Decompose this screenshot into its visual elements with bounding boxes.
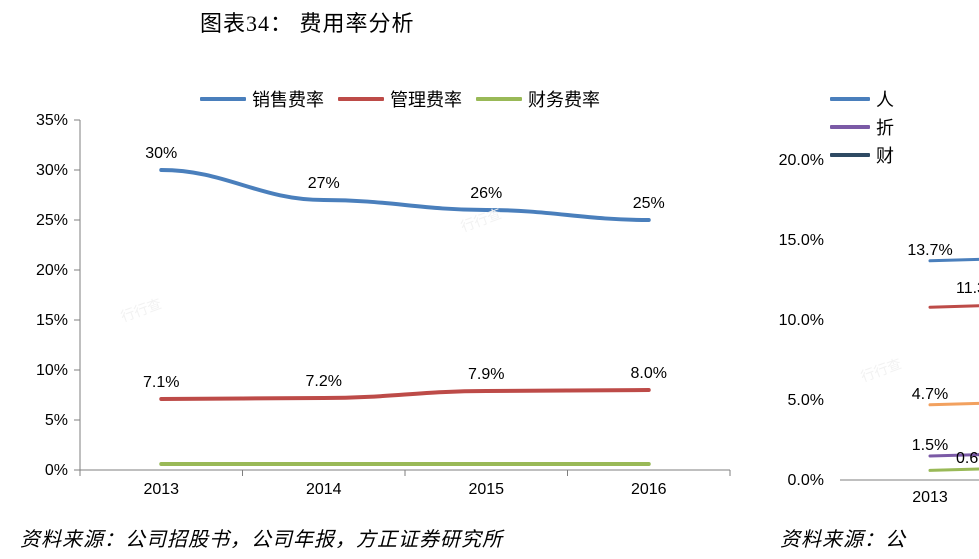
chart-title: 图表34： 费用率分析: [200, 6, 415, 38]
svg-text:5%: 5%: [45, 412, 68, 429]
legend-swatch-fin: [476, 97, 522, 101]
svg-text:2013: 2013: [143, 481, 179, 498]
svg-text:1.5%: 1.5%: [912, 437, 948, 454]
legend2-swatch-1: [830, 125, 870, 129]
svg-text:13.7%: 13.7%: [907, 242, 952, 259]
svg-text:25%: 25%: [633, 195, 665, 212]
legend2-item-0: 人: [830, 86, 894, 112]
svg-text:15%: 15%: [36, 312, 68, 329]
svg-text:20.0%: 20.0%: [779, 152, 824, 169]
legend-item-fin: 财务费率: [476, 86, 600, 112]
legend2-label-0: 人: [876, 86, 894, 112]
svg-text:10.0%: 10.0%: [779, 312, 824, 329]
svg-text:2014: 2014: [306, 481, 342, 498]
svg-text:10%: 10%: [36, 362, 68, 379]
legend-label-fin: 财务费率: [528, 86, 600, 112]
svg-text:35%: 35%: [36, 112, 68, 129]
svg-text:0%: 0%: [45, 462, 68, 479]
svg-text:30%: 30%: [145, 145, 177, 162]
svg-text:27%: 27%: [308, 175, 340, 192]
svg-text:20%: 20%: [36, 262, 68, 279]
svg-text:30%: 30%: [36, 162, 68, 179]
chart1-legend: 销售费率 管理费率 财务费率: [200, 86, 600, 112]
chart2: 0.0% 5.0% 10.0% 15.0% 20.0% 2013 13.7% 11.3% 4.7…: [770, 150, 979, 510]
legend-swatch-sales: [200, 97, 246, 101]
svg-text:0.0%: 0.0%: [788, 472, 824, 489]
svg-text:7.1%: 7.1%: [143, 374, 179, 391]
legend2-item-1: 折: [830, 114, 894, 140]
legend-label-mgmt: 管理费率: [390, 86, 462, 112]
chart1: 0% 5% 10% 15% 20% 25% 30% 35% 2013 2014 2015 2016 30…: [10, 110, 750, 510]
svg-text:26%: 26%: [470, 185, 502, 202]
svg-text:15.0%: 15.0%: [779, 232, 824, 249]
svg-text:2016: 2016: [631, 481, 667, 498]
svg-text:7.2%: 7.2%: [306, 373, 342, 390]
svg-text:8.0%: 8.0%: [631, 365, 667, 382]
source-right: 资料来源：公: [780, 523, 906, 552]
svg-text:5.0%: 5.0%: [788, 392, 824, 409]
svg-text:0.6%: 0.6%: [956, 450, 979, 467]
svg-text:7.9%: 7.9%: [468, 366, 504, 383]
source-left: 资料来源：公司招股书，公司年报，方正证券研究所: [20, 523, 503, 552]
legend-swatch-mgmt: [338, 97, 384, 101]
svg-text:2015: 2015: [468, 481, 504, 498]
page: 图表34： 费用率分析 销售费率 管理费率 财务费率 0% 5% 10% 15% 20%…: [0, 0, 979, 559]
legend-item-sales: 销售费率: [200, 86, 324, 112]
svg-text:25%: 25%: [36, 212, 68, 229]
svg-text:4.7%: 4.7%: [912, 386, 948, 403]
svg-text:2013: 2013: [912, 489, 948, 506]
legend-label-sales: 销售费率: [252, 86, 324, 112]
legend2-swatch-0: [830, 97, 870, 101]
legend2-label-1: 折: [876, 114, 894, 140]
legend-item-mgmt: 管理费率: [338, 86, 462, 112]
svg-text:11.3%: 11.3%: [956, 280, 979, 297]
